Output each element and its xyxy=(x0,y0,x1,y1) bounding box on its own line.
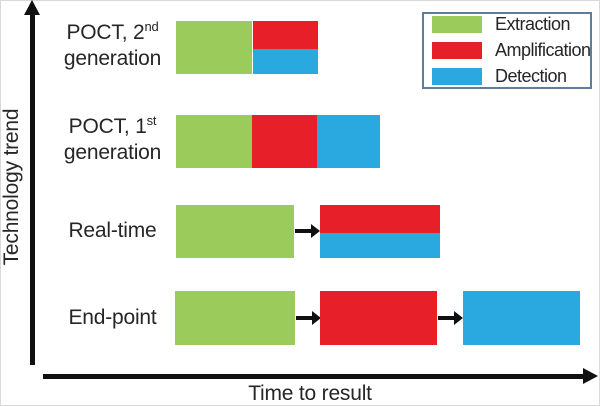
flow-arrow-shaft xyxy=(438,316,454,320)
x-axis-label: Time to result xyxy=(248,382,372,405)
flow-arrow-head-icon xyxy=(454,311,463,325)
ordinal-superscript: nd xyxy=(144,19,159,34)
row-label-text: POCT, 1 xyxy=(68,115,147,138)
y-axis-label: Technology trend xyxy=(0,108,23,266)
detection-swatch xyxy=(432,68,482,85)
detection-box xyxy=(317,115,380,168)
detection-box xyxy=(253,49,318,74)
detection-box xyxy=(320,233,440,258)
legend-label: Detection xyxy=(495,66,567,86)
y-axis-arrowhead-icon xyxy=(24,0,40,15)
extraction-box xyxy=(175,291,295,345)
row-label-line1: POCT, 2nd xyxy=(40,20,185,46)
extraction-box xyxy=(176,115,252,168)
legend: Extraction Amplification Detection xyxy=(422,12,592,89)
extraction-box xyxy=(176,205,294,258)
x-axis-line xyxy=(43,374,583,379)
legend-label: Extraction xyxy=(495,14,571,34)
flow-arrow-shaft xyxy=(296,316,312,320)
x-axis-arrowhead-icon xyxy=(583,368,598,384)
amplification-box xyxy=(320,205,440,233)
y-axis-line xyxy=(30,13,35,365)
legend-item-detection: Detection xyxy=(432,66,590,87)
ordinal-superscript: st xyxy=(146,113,157,128)
row-label-poct-2nd-generation: POCT, 2nd generation xyxy=(40,20,185,72)
row-label-poct-1st-generation: POCT, 1st generation xyxy=(40,114,185,166)
legend-label: Amplification xyxy=(495,40,591,60)
amplification-swatch xyxy=(432,42,482,59)
detection-box xyxy=(463,291,580,345)
row-label-text: POCT, 2 xyxy=(66,21,145,44)
flow-arrow-head-icon xyxy=(311,224,320,238)
flow-arrow-head-icon xyxy=(312,311,321,325)
row-label-line1: POCT, 1st xyxy=(40,114,185,140)
amplification-box xyxy=(253,21,318,49)
row-label-real-time: Real-time xyxy=(68,219,157,242)
amplification-box xyxy=(320,291,437,345)
extraction-swatch xyxy=(432,16,482,33)
legend-item-extraction: Extraction xyxy=(432,14,590,35)
row-label-line2: generation xyxy=(63,141,162,164)
flow-arrow-shaft xyxy=(295,229,311,233)
amplification-box xyxy=(252,115,317,168)
extraction-box xyxy=(176,21,252,74)
row-label-end-point: End-point xyxy=(68,306,157,329)
legend-item-amplification: Amplification xyxy=(432,40,591,61)
row-label-line2: generation xyxy=(63,47,162,70)
